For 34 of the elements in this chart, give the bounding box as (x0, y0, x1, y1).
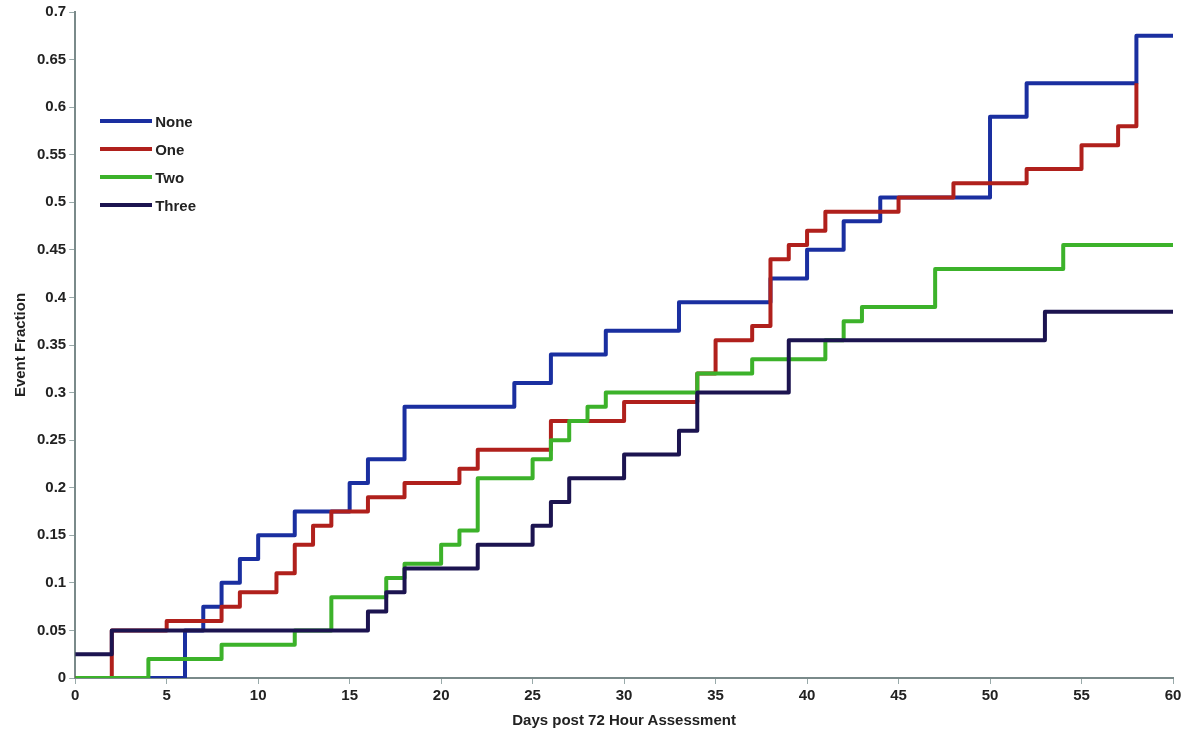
x-tick-label: 5 (162, 686, 171, 704)
y-tick-label: 0.4 (45, 287, 67, 305)
legend-label: Three (155, 196, 197, 214)
x-axis-title: Days post 72 Hour Assessment (512, 711, 736, 729)
x-tick-label: 35 (707, 686, 724, 704)
y-tick-label: 0.3 (45, 382, 67, 400)
x-tick-label: 55 (1073, 686, 1090, 704)
y-tick-label: 0.55 (36, 144, 67, 162)
y-tick-label: 0.5 (45, 192, 67, 210)
y-tick-label: 0.25 (36, 430, 67, 448)
y-tick-label: 0.35 (36, 335, 67, 353)
y-tick-label: 0.6 (45, 97, 67, 115)
x-tick-label: 0 (71, 686, 80, 704)
x-tick-label: 25 (524, 686, 541, 704)
legend-label: Two (155, 168, 185, 186)
x-tick-label: 30 (615, 686, 633, 704)
legend-label: None (155, 112, 193, 130)
y-axis-title: Event Fraction (11, 292, 29, 398)
y-tick-label: 0.15 (36, 525, 67, 543)
x-tick-label: 50 (981, 686, 999, 704)
x-tick-label: 45 (890, 686, 907, 704)
y-tick-label: 0 (57, 668, 67, 686)
x-tick-label: 10 (249, 686, 267, 704)
y-tick-label: 0.05 (36, 620, 67, 638)
x-tick-label: 15 (341, 686, 358, 704)
y-tick-label: 0.2 (45, 477, 67, 495)
y-tick-label: 0.7 (45, 2, 67, 20)
x-tick-label: 60 (1164, 686, 1182, 704)
y-tick-label: 0.1 (45, 573, 67, 590)
x-tick-label: 40 (798, 686, 816, 704)
y-tick-label: 0.45 (36, 240, 67, 257)
x-tick-label: 20 (432, 686, 450, 704)
legend-label: One (155, 140, 185, 158)
y-tick-label: 0.65 (36, 49, 67, 67)
